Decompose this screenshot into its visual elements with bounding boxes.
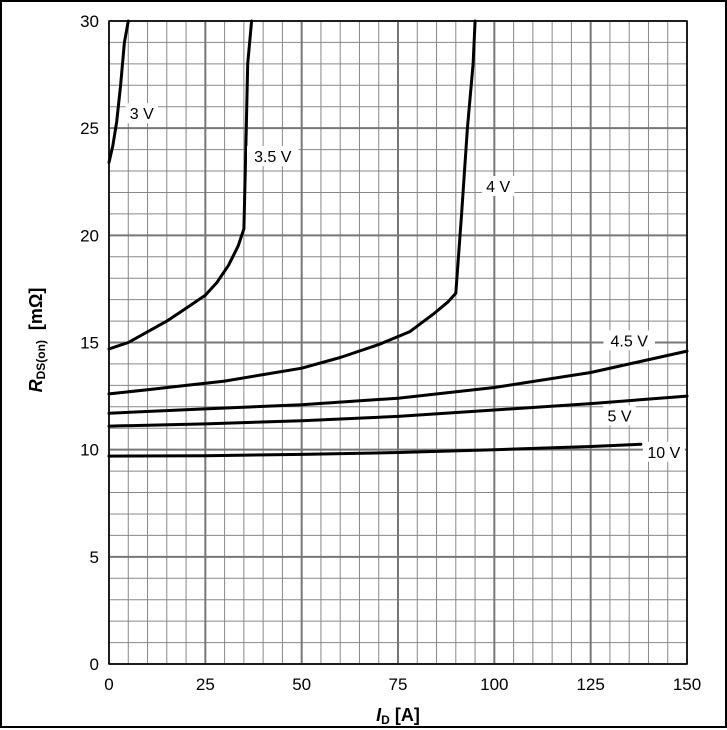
x-tick-label: 150 bbox=[673, 675, 701, 694]
curve-label-bg-3p5v bbox=[247, 146, 299, 167]
y-tick-label: 5 bbox=[90, 548, 99, 567]
x-axis-title-main: I bbox=[376, 705, 382, 725]
y-axis-title-sub: DS(on) bbox=[34, 340, 48, 379]
curve-label-10v: 10 V bbox=[647, 445, 680, 462]
curve-label-bg-4v bbox=[481, 176, 515, 197]
x-axis-title-unit: [A] bbox=[395, 705, 420, 725]
x-tick-label: 75 bbox=[389, 675, 408, 694]
y-tick-labels: 0 5 10 15 20 25 30 bbox=[80, 12, 99, 674]
curve-label-3p5v: 3.5 V bbox=[254, 149, 292, 166]
curves bbox=[107, 19, 689, 458]
curve-4v bbox=[107, 19, 477, 396]
plot-border bbox=[108, 20, 688, 665]
curve-label-4v: 4 V bbox=[486, 179, 510, 196]
x-tick-labels: 0 25 50 75 100 125 150 bbox=[104, 675, 701, 694]
x-tick-label: 50 bbox=[292, 675, 311, 694]
curve-3p5v bbox=[107, 19, 254, 351]
curve-label-5v: 5 V bbox=[608, 408, 632, 425]
x-axis-title: ID [A] bbox=[376, 705, 420, 727]
grid-major bbox=[108, 20, 688, 665]
curve-label-4p5v: 4.5 V bbox=[611, 333, 649, 350]
curve-labels: 3 V 3.5 V 4 V 4.5 V 5 V 10 V bbox=[125, 103, 685, 462]
y-tick-label: 25 bbox=[80, 119, 99, 138]
y-tick-label: 0 bbox=[90, 655, 99, 674]
y-tick-label: 15 bbox=[80, 334, 99, 353]
y-tick-label: 20 bbox=[80, 226, 99, 245]
x-tick-label: 25 bbox=[196, 675, 215, 694]
y-axis-title-main: R bbox=[26, 379, 46, 392]
x-axis-title-sub: D bbox=[381, 713, 390, 727]
curve-5v bbox=[107, 394, 689, 428]
curve-label-bg-3v bbox=[125, 103, 159, 124]
y-axis-title: RDS(on) [mΩ] bbox=[26, 288, 48, 393]
y-axis-title-unit: [mΩ] bbox=[26, 288, 46, 330]
x-tick-label: 100 bbox=[480, 675, 508, 694]
y-tick-label: 30 bbox=[80, 12, 99, 31]
curve-3v bbox=[107, 19, 130, 164]
x-tick-label: 0 bbox=[104, 675, 113, 694]
curve-label-bg-10v bbox=[642, 441, 685, 462]
curve-label-bg-5v bbox=[603, 405, 636, 426]
curve-label-bg-4p5v bbox=[603, 330, 655, 351]
y-tick-label: 10 bbox=[80, 441, 99, 460]
curve-4p5v bbox=[107, 349, 689, 415]
curve-label-3v: 3 V bbox=[130, 106, 154, 123]
curve-10v bbox=[107, 442, 643, 458]
x-tick-label: 125 bbox=[576, 675, 604, 694]
